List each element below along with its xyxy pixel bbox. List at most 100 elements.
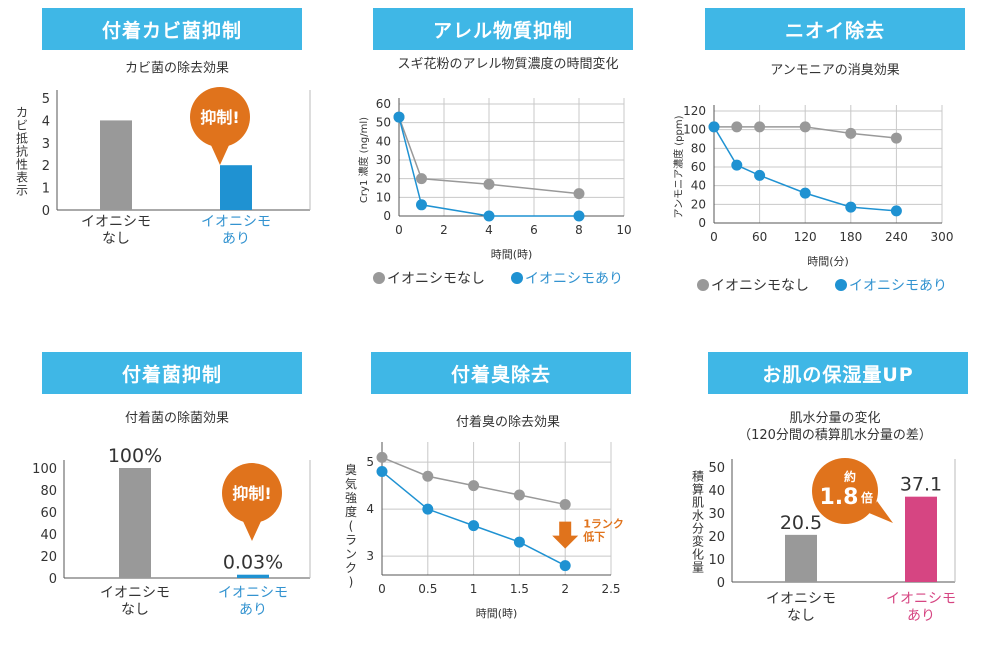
series-line xyxy=(398,116,579,217)
y-tick-label: 50 xyxy=(376,116,391,130)
y-axis-label-char: 度 xyxy=(345,504,357,519)
y-axis-label-char: 強 xyxy=(345,491,357,505)
y-tick-label: 60 xyxy=(40,506,57,521)
x-axis-label: 時間(時) xyxy=(491,248,533,261)
y-tick-label: 40 xyxy=(376,134,391,148)
x-tick-label: 240 xyxy=(885,230,908,244)
data-point xyxy=(754,121,766,133)
data-point xyxy=(483,178,495,190)
annotation-text: 1ランク xyxy=(583,518,624,531)
y-axis-label-char: 算 xyxy=(692,482,704,497)
callout-bubble xyxy=(222,463,282,523)
category-label: イオニシモ xyxy=(201,214,271,230)
y-axis-label-char: 気 xyxy=(345,476,357,491)
y-axis-label-char: 表 xyxy=(16,171,28,185)
x-tick-label: 4 xyxy=(485,223,493,237)
x-tick-label: 8 xyxy=(575,223,583,237)
y-tick-label: 0 xyxy=(698,216,706,230)
legend-label: イオニシモあり xyxy=(849,278,947,294)
callout-tail xyxy=(242,519,262,541)
y-axis-label-char: 性 xyxy=(16,158,28,172)
category-label: あり xyxy=(907,608,935,624)
y-axis-label-char: 水 xyxy=(692,509,704,523)
bar xyxy=(785,534,817,582)
bar xyxy=(905,496,937,582)
callout-tail xyxy=(869,501,893,523)
x-tick-label: 0 xyxy=(378,582,386,596)
y-axis-label-char: 化 xyxy=(692,548,704,562)
y-tick-label: 10 xyxy=(708,553,725,568)
chart-title: （120分間の積算肌水分量の差） xyxy=(738,428,932,443)
data-point xyxy=(573,188,585,200)
y-axis-label-char: 分 xyxy=(692,522,704,536)
data-point xyxy=(731,159,743,171)
category-label: なし xyxy=(121,602,149,618)
x-tick-label: 60 xyxy=(752,230,767,244)
y-tick-label: 0 xyxy=(42,204,50,219)
banner-moisture: お肌の保湿量UP xyxy=(708,352,968,394)
x-tick-label: 0 xyxy=(710,230,718,244)
callout-text: 約 xyxy=(844,469,856,484)
callout-tail xyxy=(210,143,230,165)
bar-value-label: 100% xyxy=(108,445,162,467)
data-point xyxy=(468,520,480,532)
x-tick-label: 1.5 xyxy=(510,582,529,596)
down-arrow xyxy=(552,521,579,549)
y-axis-label-char: ビ xyxy=(16,119,28,133)
series-line xyxy=(713,126,897,212)
y-tick-label: 10 xyxy=(376,190,391,204)
data-point xyxy=(416,199,427,211)
callout-text: 抑制! xyxy=(232,484,271,503)
bar xyxy=(237,574,269,578)
banner-allergen: アレル物質抑制 xyxy=(373,8,633,50)
data-point xyxy=(731,121,743,133)
bar xyxy=(220,165,252,210)
panel-allergen: アレル物質抑制 スギ花粉のアレル物質濃度の時間変化 0 2 4 6 8 10 0 10 20 30 4… xyxy=(343,8,673,308)
y-tick-label: 30 xyxy=(376,153,391,167)
x-tick-label: 1 xyxy=(470,582,478,596)
y-tick-label: 80 xyxy=(691,141,706,155)
chart-moisture: 肌水分量の変化 （120分間の積算肌水分量の差） 0 10 20 30 40 50 積算肌水分変… xyxy=(692,410,956,624)
y-tick-label: 40 xyxy=(40,528,57,543)
bar-value-label: 0.03% xyxy=(223,552,283,574)
legend-marker xyxy=(373,272,385,284)
y-axis-label-char: 抗 xyxy=(16,144,28,159)
x-axis-label: 時間(分) xyxy=(807,255,849,268)
y-axis-label-char: ク xyxy=(345,561,357,575)
data-point xyxy=(799,121,811,133)
y-axis-label-char: ( xyxy=(349,519,354,533)
chart-allergen: スギ花粉のアレル物質濃度の時間変化 0 2 4 6 8 10 0 10 20 30 40 50 60 時間(… xyxy=(357,56,632,287)
y-tick-label: 5 xyxy=(42,92,50,107)
chart-title: スギ花粉のアレル物質濃度の時間変化 xyxy=(397,56,618,72)
data-point xyxy=(393,111,405,123)
y-tick-label: 120 xyxy=(683,104,706,118)
y-tick-label: 0 xyxy=(49,572,57,587)
y-tick-label: 100 xyxy=(32,462,57,477)
x-tick-label: 120 xyxy=(794,230,817,244)
category-label: あり xyxy=(239,602,267,618)
y-tick-label: 4 xyxy=(42,114,50,129)
x-tick-label: 2 xyxy=(440,223,448,237)
banner-bacteria: 付着菌抑制 xyxy=(42,352,302,394)
y-axis-label-char: 肌 xyxy=(692,496,704,510)
panel-odor: ニオイ除去 アンモニアの消臭効果 0 60 120 180 240 300 0 20 40 60 80… xyxy=(670,8,1000,308)
y-tick-label: 0 xyxy=(717,576,725,591)
annotation-text: 低下 xyxy=(582,530,605,544)
y-tick-label: 60 xyxy=(376,97,391,111)
data-point xyxy=(890,132,902,144)
data-point xyxy=(890,205,902,217)
y-tick-label: 50 xyxy=(708,461,725,476)
category-label: イオニシモ xyxy=(218,585,288,601)
y-tick-label: 0 xyxy=(383,209,391,223)
data-point xyxy=(513,489,525,501)
data-point xyxy=(483,210,495,222)
category-label: なし xyxy=(787,608,815,624)
y-tick-label: 20 xyxy=(40,550,57,565)
y-axis-label-char: 量 xyxy=(692,561,704,575)
y-axis-label-char: ラ xyxy=(345,533,357,547)
data-point xyxy=(513,536,525,548)
chart-title: 付着臭の除去効果 xyxy=(456,414,560,430)
banner-smell: 付着臭除去 xyxy=(371,352,631,394)
bar-value-label: 37.1 xyxy=(900,474,942,496)
y-tick-label: 2 xyxy=(42,159,50,174)
